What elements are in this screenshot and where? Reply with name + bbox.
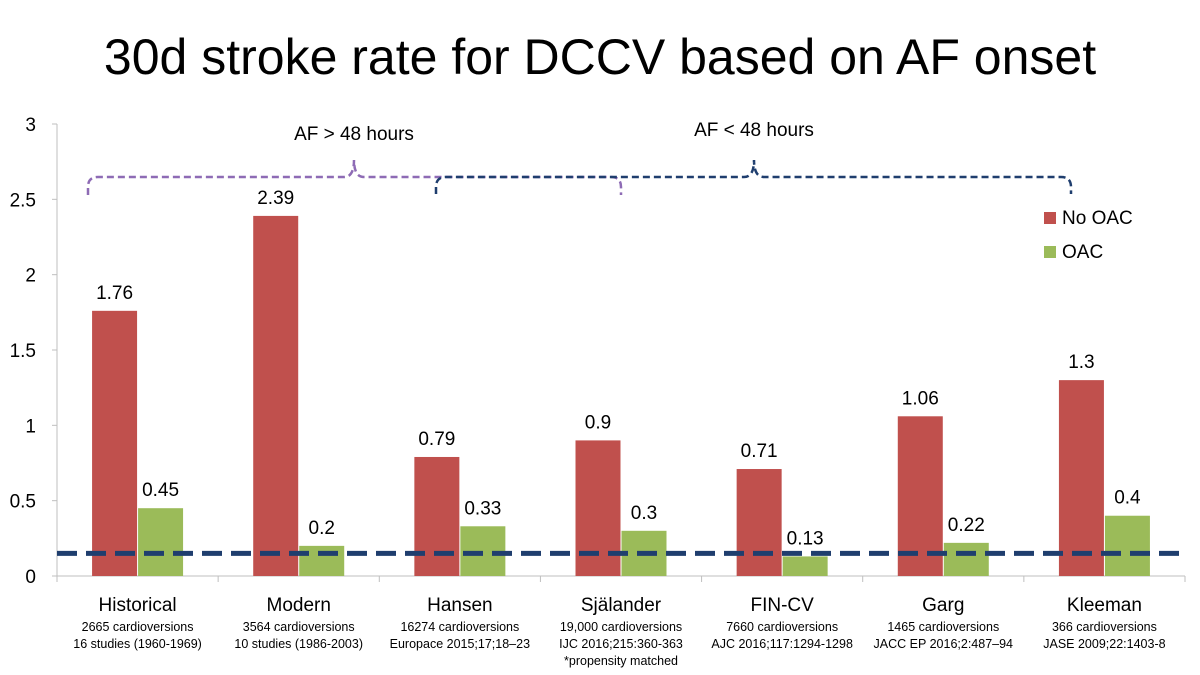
bar-no-oac-modern [253,215,299,576]
category-detail: 3564 cardioversions [243,620,355,634]
legend-label: No OAC [1062,208,1133,229]
category-detail: *propensity matched [564,654,678,668]
category-detail: 16274 cardioversions [400,620,519,634]
data-label: 1.76 [96,283,133,304]
axes: 0 0.5 1 1.5 2 2.5 3 [10,115,1186,588]
legend: No OAC OAC [1044,208,1133,263]
data-label: 0.9 [585,412,611,433]
bar-no-oac-fin-cv [736,469,782,576]
category-detail: 7660 cardioversions [726,620,838,634]
category-detail: 366 cardioversions [1052,620,1157,634]
category-name: Kleeman [1067,595,1142,616]
data-label: 0.71 [741,441,778,462]
data-label: 0.3 [631,503,657,524]
bar-no-oac-garg [897,416,943,576]
category-name: Modern [267,595,331,616]
legend-label: OAC [1062,242,1103,263]
category-detail: 19,000 cardioversions [560,620,682,634]
bracket-af-under-48 [434,159,1073,194]
category-detail: JASE 2009;22:1403-8 [1043,637,1165,651]
category-detail: 1465 cardioversions [887,620,999,634]
bar-no-oac-kleeman [1058,380,1104,576]
category-detail: 10 studies (1986-2003) [234,637,363,651]
data-label: 0.79 [418,429,455,450]
bracket-label: AF > 48 hours [294,124,414,145]
data-label: 1.3 [1068,352,1094,373]
category-detail: IJC 2016;215:360-363 [559,637,683,651]
data-label: 0.33 [464,498,501,519]
data-label: 1.06 [902,388,939,409]
category-detail: AJC 2016;117:1294-1298 [711,637,853,651]
y-tick-label: 1 [25,416,36,437]
bars [92,215,1150,576]
category-name: Historical [99,595,177,616]
data-label: 0.2 [309,518,335,539]
data-label: 0.13 [787,528,824,549]
bar-no-oac-hansen [414,456,460,576]
category-detail: JACC EP 2016;2:487–94 [874,637,1014,651]
chart-title: 30d stroke rate for DCCV based on AF ons… [103,29,1097,85]
bar-oac-historical [138,508,184,576]
data-label: 2.39 [257,188,294,209]
category-detail: 16 studies (1960-1969) [73,637,202,651]
category-name: Själander [581,595,662,616]
bar-oac-fin-cv [782,556,828,576]
category-name: Hansen [427,595,493,616]
y-tick-label: 0 [25,567,36,588]
category-detail: Europace 2015;17;18–23 [390,637,530,651]
bracket-label: AF < 48 hours [694,120,814,141]
category-name: Garg [922,595,964,616]
bar-no-oac-historical [92,310,138,576]
value-labels: 1.76 0.45 2.39 0.2 0.79 0.33 0.9 0.3 0.71 0.13 1.0… [96,188,1141,550]
y-tick-label: 3 [25,115,36,136]
y-tick-label: 2 [25,266,36,287]
bar-oac-kleeman [1104,515,1150,576]
bracket-annotations: AF > 48 hours AF < 48 hours [86,120,1073,195]
data-label: 0.45 [142,480,179,501]
data-label: 0.4 [1114,488,1141,509]
data-label: 0.22 [948,515,985,536]
bar-oac-modern [299,545,345,576]
legend-swatch-no-oac [1044,212,1056,224]
legend-swatch-oac [1044,246,1056,258]
category-detail: 2665 cardioversions [82,620,194,634]
category-name: FIN-CV [750,595,814,616]
y-tick-label: 0.5 [10,492,36,513]
category-labels: Historical 2665 cardioversions 16 studies … [73,595,1165,668]
y-tick-label: 1.5 [10,341,36,362]
y-tick-label: 2.5 [10,190,36,211]
bar-oac-garg [943,542,989,576]
bracket-af-over-48 [86,159,623,195]
